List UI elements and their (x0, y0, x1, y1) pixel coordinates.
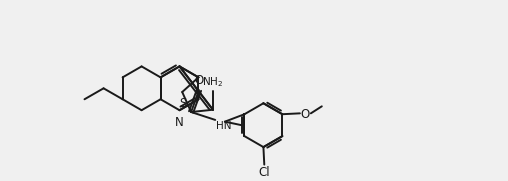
Text: HN: HN (216, 121, 232, 131)
Text: N: N (175, 116, 184, 129)
Text: NH$_2$: NH$_2$ (202, 75, 224, 89)
Text: O: O (195, 74, 204, 87)
Text: S: S (179, 97, 187, 110)
Text: O: O (301, 108, 310, 121)
Text: Cl: Cl (259, 166, 270, 179)
